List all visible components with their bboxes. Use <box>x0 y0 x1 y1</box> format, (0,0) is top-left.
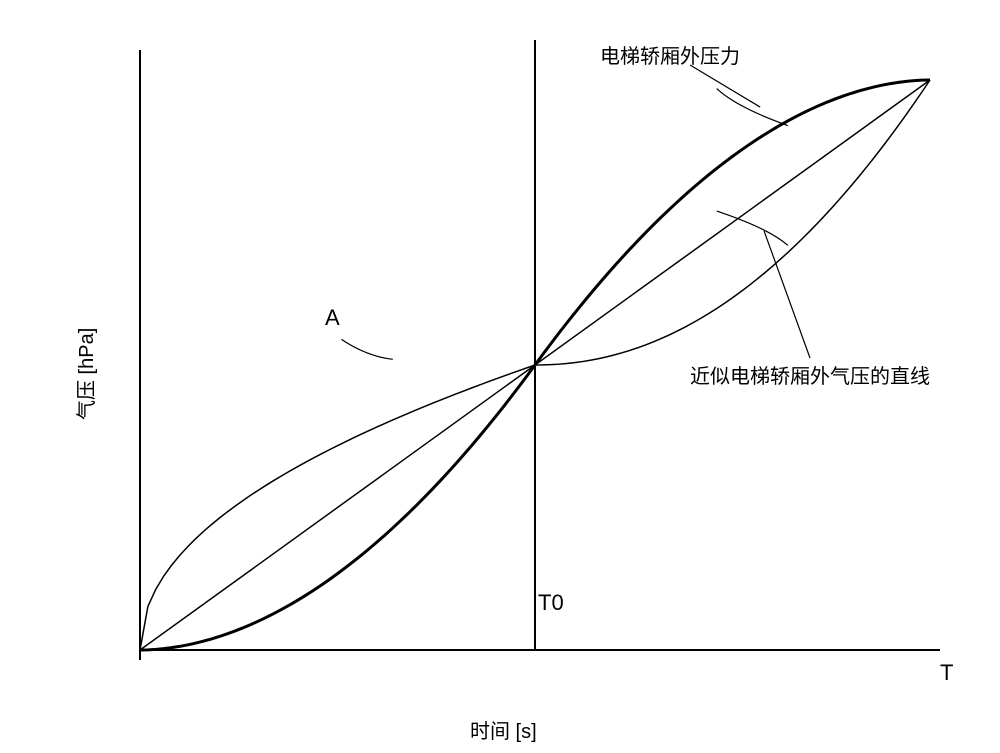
curve-A-label: A <box>325 305 340 331</box>
bracket-outside-pressure <box>717 89 788 126</box>
leader-approx-line <box>764 231 810 358</box>
T0-label: T0 <box>538 590 564 616</box>
axis-T-label: T <box>940 660 953 686</box>
approx-line-label: 近似电梯轿厢外气压的直线 <box>690 360 930 389</box>
x-axis-label: 时间 [s] <box>470 715 537 744</box>
leader-outside-pressure <box>690 65 760 107</box>
bracket-approx-line <box>717 211 788 245</box>
leader-A <box>341 339 392 359</box>
outside-pressure-label: 电梯轿厢外压力 <box>600 40 740 69</box>
y-axis-label: 气压 [hPa] <box>70 328 99 420</box>
